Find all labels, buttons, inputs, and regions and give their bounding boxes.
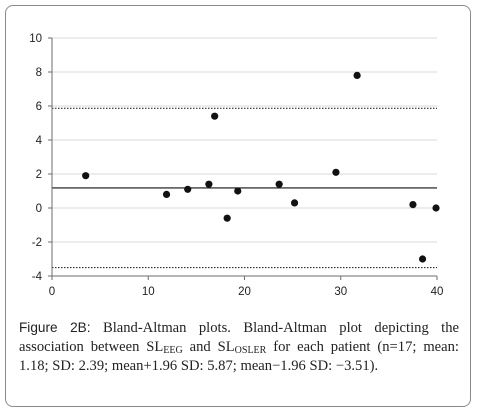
y-tick-label: 0 [36, 203, 42, 215]
y-tick-label: 6 [36, 101, 42, 113]
data-point [234, 187, 242, 195]
caption-sub-osler: OSLER [234, 345, 267, 356]
data-point [205, 180, 213, 188]
x-tick-label: 20 [238, 286, 251, 298]
caption-text-2: and SL [182, 339, 235, 355]
data-point [409, 201, 417, 209]
y-tick-label: -4 [32, 271, 43, 283]
x-tick-label: 0 [49, 286, 55, 298]
data-point [432, 204, 440, 212]
y-tick-label: 4 [36, 135, 43, 147]
data-point [82, 172, 90, 180]
data-point [223, 214, 231, 222]
data-point [353, 71, 361, 79]
figure-caption: Figure 2B: Bland-Altman plots. Bland-Alt… [19, 318, 459, 376]
x-tick-label: 40 [431, 286, 444, 298]
y-tick-label: 10 [29, 33, 42, 45]
data-point [162, 190, 171, 198]
data-point [290, 199, 299, 207]
y-tick-label: 8 [36, 67, 42, 79]
data-points [82, 71, 440, 263]
y-tick-label: -2 [32, 237, 42, 249]
data-point [184, 185, 192, 193]
caption-text-1: Bland-Altman plots. Bland-Altman plot de… [19, 320, 460, 355]
reference-lines [52, 107, 437, 269]
y-tick-label: 2 [36, 169, 42, 181]
x-tick-label: 10 [142, 286, 155, 298]
data-point [332, 168, 340, 176]
caption-text-3: for each patient (n=17; mean: 1.18; SD: … [19, 339, 459, 374]
grid-layer [52, 37, 437, 243]
caption-sub-eeg: EEG [163, 345, 183, 356]
data-point [211, 112, 219, 120]
data-point [275, 180, 283, 188]
data-point [418, 255, 427, 263]
caption-label: Figure 2B: [19, 320, 91, 335]
axes [48, 37, 438, 280]
x-tick-label: 30 [334, 286, 347, 298]
